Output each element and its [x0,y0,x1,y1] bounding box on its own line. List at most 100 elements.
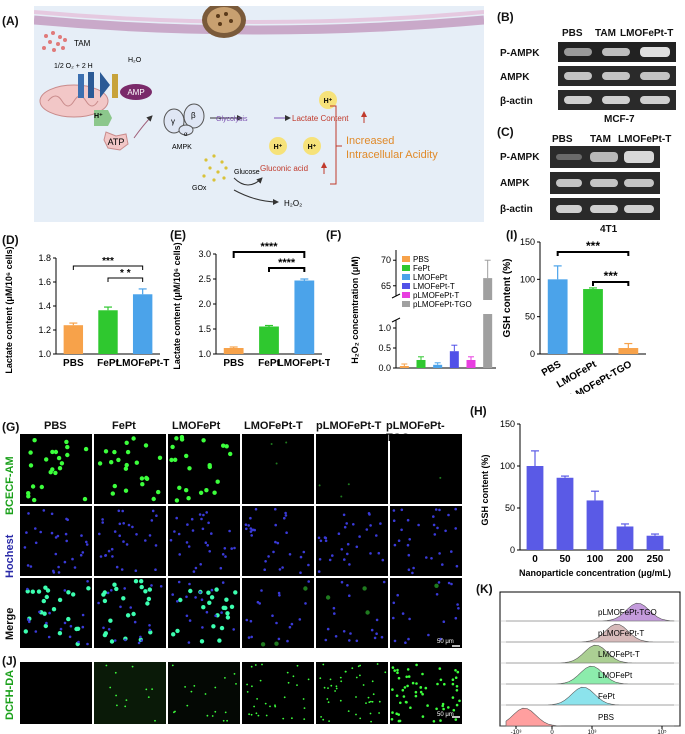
cell-dot [57,597,63,603]
cell-dot [275,462,278,465]
cell-dot [73,566,77,569]
k-histogram-pLMOFePt-T [506,623,674,643]
f-legend-label-pLMOFePt-T: pLMOFePt-T [413,291,459,300]
cell-dot [175,516,178,520]
dcfh-dot [370,700,372,703]
microscopy-grid: PBS FePt LMOFePt LMOFePt-T pLMOFePt-T pL… [0,418,466,658]
cell-dot [277,591,281,595]
micro-image-r0-c0 [20,434,92,504]
dcfh-dot [455,703,459,707]
d-sig-bracket-1 [72,265,144,270]
cell-dot [112,582,117,587]
cell-dot [202,513,205,517]
cell-dot [285,531,288,534]
dcfh-dot [359,674,361,677]
cell-dot [284,511,287,515]
cell-dot [27,512,30,515]
h-plus-badge-1-label: H⁺ [324,98,333,105]
cell-dot [224,444,229,449]
cell-dot [186,496,191,501]
cell-dot [437,581,441,584]
cell-dot [379,522,382,525]
cell-dot [28,463,34,468]
D-xlabel-FePt: FePt [97,358,119,369]
cell-dot [102,598,108,604]
cell-dot [427,633,430,637]
f-break-mark-2 [391,317,401,323]
cell-dot [221,443,226,448]
dcfh-dot [421,715,425,718]
cell-dot [131,436,136,441]
cell-dot [286,639,289,643]
cell-dot [59,627,63,631]
f-legend-swatch-FePt [402,265,410,271]
dcfh-dot [391,711,394,714]
cell-dot [188,619,192,622]
cell-dot [219,566,223,570]
I-ytick-label: 0 [530,349,535,359]
cell-dot [133,620,137,624]
cell-dot [112,449,117,455]
cell-dot [230,547,233,550]
cell-dot [434,583,439,588]
cell-dot [151,509,155,513]
cell-dot [154,568,157,571]
western-blot-4t1: PBS TAM LMOFePt-T P-AMPK AMPK β-actin 4T… [500,134,680,235]
cell-dot [56,534,60,538]
dcfh-dot [125,699,128,701]
cell-dot [123,587,126,590]
cell-dot [212,490,217,495]
h-plus-label: H⁺ [94,113,103,120]
cell-dot [117,509,121,513]
cell-dot [439,637,442,641]
gox-particles-icon [202,154,228,182]
h-plus-badge-1 [319,91,337,109]
cell-dot [36,589,42,594]
cell-dot [201,605,206,610]
dcfh-dot [269,705,271,708]
cell-dot [228,451,233,457]
wb-c-row-actin: β-actin [500,204,533,215]
cell-dot [225,611,230,616]
cell-dot [57,571,61,574]
cell-dot [50,512,54,516]
cell-dot [99,555,103,558]
cell-dot [97,601,100,605]
amp-badge [120,84,152,100]
micro-col-pbs: PBS [44,420,67,432]
cell-dot [343,525,347,529]
dcfh-dot [456,670,460,674]
cell-dot [298,618,302,621]
wb-c-col-pbs: PBS [552,134,573,145]
D-bar-PBS [63,325,84,354]
k-histogram-FePt [506,686,674,706]
cell-dot [50,449,55,455]
dcfh-dot [376,663,379,665]
dcfh-dot [391,666,395,669]
cell-dot [190,517,194,521]
micro-image-r2-c1 [94,578,166,648]
cell-dot [455,564,459,568]
e-ylabel: Lactate content (μM/10⁶ cells) [172,242,182,369]
cell-dot [71,557,74,561]
cell-dot [340,580,344,584]
cell-dot [206,590,211,595]
dcfh-dot [405,675,409,679]
dcfh-dot [303,718,306,720]
f-legend-label-PBS: PBS [413,255,429,264]
cell-dot [177,532,181,536]
micro-image-r1-c5 [390,506,462,576]
cell-dot [51,607,57,612]
cell-dot [139,635,142,639]
cell-dot [103,631,109,636]
E-bar-FePt [259,326,279,354]
cell-dot [38,610,41,614]
cell-dot [225,615,231,620]
dcfh-dot [186,704,189,707]
E-ytick-label: 1.0 [198,349,211,359]
cell-dot [30,589,35,594]
dcfh-dot [291,717,293,720]
cell-dot [406,518,410,522]
cell-dot [54,552,58,556]
dcfh-dot [451,696,455,699]
